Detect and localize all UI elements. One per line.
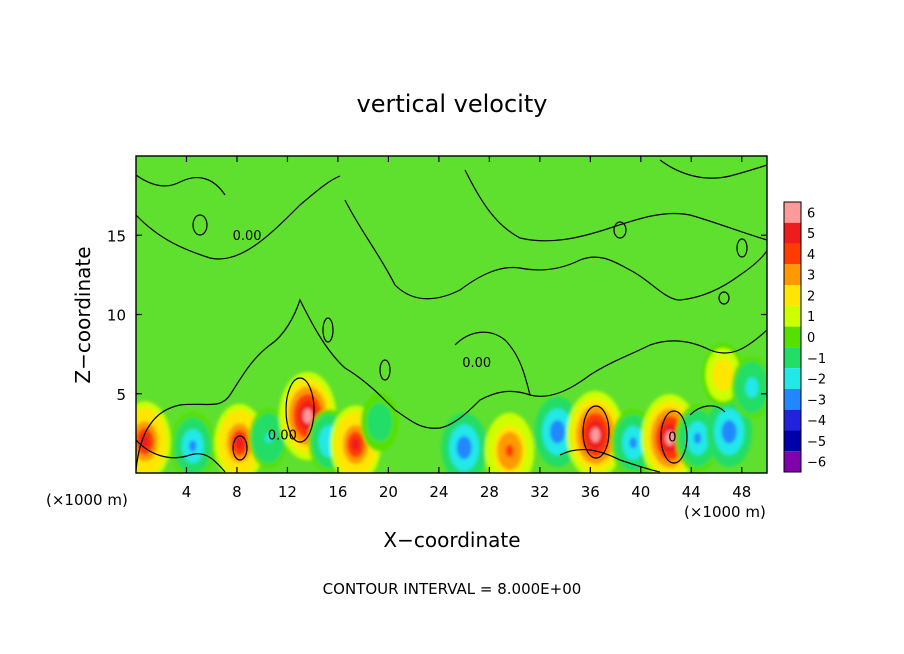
- colorbar-label: 4: [807, 248, 815, 263]
- contour-line: [344, 199, 767, 301]
- colorbar: 6 5 4 3 2 1 0 −1 −2 −3 −4 −5 −6: [783, 201, 826, 473]
- contour-loop: [613, 221, 627, 239]
- colorbar-swatch: [784, 243, 801, 265]
- colorbar-swatch: [784, 409, 801, 431]
- velocity-cell: [484, 412, 535, 473]
- y-tick-label: 5: [116, 386, 126, 404]
- y-tick-label: 10: [107, 307, 126, 325]
- x-tick-label: 48: [732, 483, 751, 501]
- colorbar-label: 6: [807, 206, 815, 221]
- x-tick-label: 20: [379, 483, 398, 501]
- velocity-cell: [214, 403, 265, 473]
- contour-loop: [192, 214, 208, 236]
- contour-line: [136, 175, 341, 260]
- contour-lines: [136, 159, 767, 473]
- contour-loop: [736, 238, 748, 258]
- x-tick-label: 16: [328, 483, 347, 501]
- contour-line: [454, 331, 531, 396]
- colorbar-swatch: [784, 305, 801, 327]
- contour-line: [464, 169, 767, 242]
- velocity-field: [136, 342, 767, 473]
- colorbar-label: −6: [807, 456, 826, 471]
- plot-area: 0.00 0.00 0.00 0: [135, 155, 768, 474]
- colorbar-swatch: [784, 347, 801, 369]
- colorbar-label: −1: [807, 352, 826, 367]
- velocity-cell: [441, 412, 487, 473]
- contour-label: 0.00: [462, 356, 491, 371]
- velocity-cell: [611, 408, 656, 473]
- x-tick-label: 4: [182, 483, 192, 501]
- contour-line: [689, 405, 726, 416]
- colorbar-swatch: [784, 388, 801, 410]
- contour-loop: [660, 410, 688, 464]
- contour-interval-note: CONTOUR INTERVAL = 8.000E+00: [323, 580, 582, 598]
- x-tick-label: 44: [682, 483, 701, 501]
- colorbar-swatch: [784, 368, 801, 389]
- colorbar-swatch: [784, 202, 801, 223]
- velocity-cell: [170, 412, 215, 473]
- velocity-cell: [136, 401, 171, 473]
- colorbar-swatch: [784, 285, 801, 306]
- contour-loop: [322, 317, 334, 343]
- x-tick-label: 32: [530, 483, 549, 501]
- contour-label: 0: [668, 430, 676, 445]
- colorbar-label: 5: [807, 227, 815, 242]
- contour-labels: 0.00 0.00 0.00 0: [233, 229, 677, 445]
- contour-loop: [232, 435, 248, 461]
- colorbar-label: 2: [807, 289, 815, 304]
- colorbar-label: −4: [807, 414, 826, 429]
- contour-loop: [582, 405, 610, 459]
- velocity-cell: [706, 396, 752, 467]
- x-tick-label: 12: [278, 483, 297, 501]
- contour-loop: [285, 377, 315, 443]
- velocity-cell: [249, 408, 289, 469]
- colorbar-label: −2: [807, 373, 826, 388]
- x-tick-label: 8: [232, 483, 242, 501]
- contour-loop: [718, 291, 730, 305]
- contour-line: [659, 159, 767, 179]
- colorbar-label: −5: [807, 435, 826, 450]
- colorbar-swatch: [784, 222, 801, 244]
- y-tick-label: 15: [107, 227, 126, 245]
- contour-label: 0.00: [233, 229, 262, 244]
- colorbar-label: 3: [807, 269, 815, 284]
- velocity-cell: [360, 393, 399, 452]
- contour-line: [136, 298, 767, 471]
- contour-line: [559, 449, 661, 473]
- y-axis: 5 10 15: [107, 227, 767, 404]
- colorbar-frame: [783, 201, 802, 473]
- x-tick-label: 24: [429, 483, 448, 501]
- velocity-cell: [731, 356, 767, 419]
- chart-title: vertical velocity: [357, 90, 548, 118]
- contour-loop: [379, 359, 391, 381]
- colorbar-swatch: [784, 264, 801, 286]
- y-axis-label: Z−coordinate: [71, 246, 95, 383]
- x-unit-right: (×1000 m): [684, 503, 766, 521]
- colorbar-swatch: [784, 326, 801, 348]
- colorbar-label: 0: [807, 331, 815, 346]
- x-unit-left: (×1000 m): [46, 491, 128, 509]
- contour-line: [136, 174, 226, 196]
- x-tick-label: 36: [581, 483, 600, 501]
- x-axis: 4 8 12 16 20 24 28 32 36 40 44 48: [182, 156, 751, 501]
- velocity-cell: [566, 390, 624, 473]
- colorbar-swatch: [784, 430, 801, 452]
- contour-label: 0.00: [268, 429, 297, 444]
- x-axis-label: X−coordinate: [383, 528, 520, 552]
- colorbar-label: −3: [807, 393, 826, 408]
- x-tick-label: 40: [631, 483, 650, 501]
- contour-line: [136, 439, 226, 473]
- colorbar-swatch: [784, 451, 801, 472]
- x-tick-label: 28: [480, 483, 499, 501]
- colorbar-label: 1: [807, 310, 815, 325]
